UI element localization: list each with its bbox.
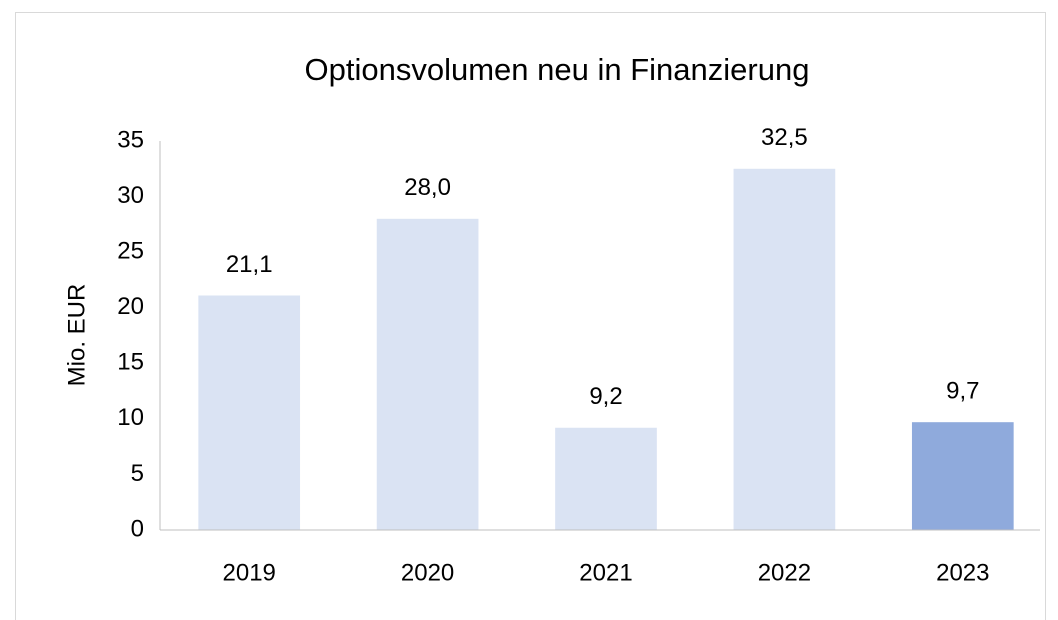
y-axis-label: Mio. EUR: [63, 284, 90, 387]
y-tick-label: 35: [117, 126, 144, 153]
chart-border: [15, 12, 1046, 620]
data-label: 32,5: [761, 124, 808, 151]
data-label: 9,7: [946, 378, 979, 405]
data-label: 21,1: [226, 251, 273, 278]
y-tick-label: 10: [117, 404, 144, 431]
x-tick-label: 2021: [579, 559, 632, 586]
x-tick-label: 2020: [401, 559, 454, 586]
y-tick-label: 15: [117, 349, 144, 376]
chart-title: Optionsvolumen neu in Finanzierung: [305, 52, 810, 87]
y-tick-label: 5: [131, 460, 144, 487]
x-tick-label: 2022: [758, 559, 811, 586]
bar: [198, 295, 301, 530]
bar: [555, 427, 657, 530]
bar: [376, 218, 479, 531]
x-tick-label: 2019: [223, 559, 276, 586]
bar: [911, 422, 1014, 530]
data-label: 9,2: [589, 383, 622, 410]
bar: [733, 168, 836, 531]
data-label: 28,0: [404, 174, 451, 201]
y-tick-label: 20: [117, 293, 144, 320]
y-tick-label: 25: [117, 237, 144, 264]
x-tick-label: 2023: [936, 559, 989, 586]
y-tick-label: 0: [131, 515, 144, 542]
y-tick-label: 30: [117, 182, 144, 209]
